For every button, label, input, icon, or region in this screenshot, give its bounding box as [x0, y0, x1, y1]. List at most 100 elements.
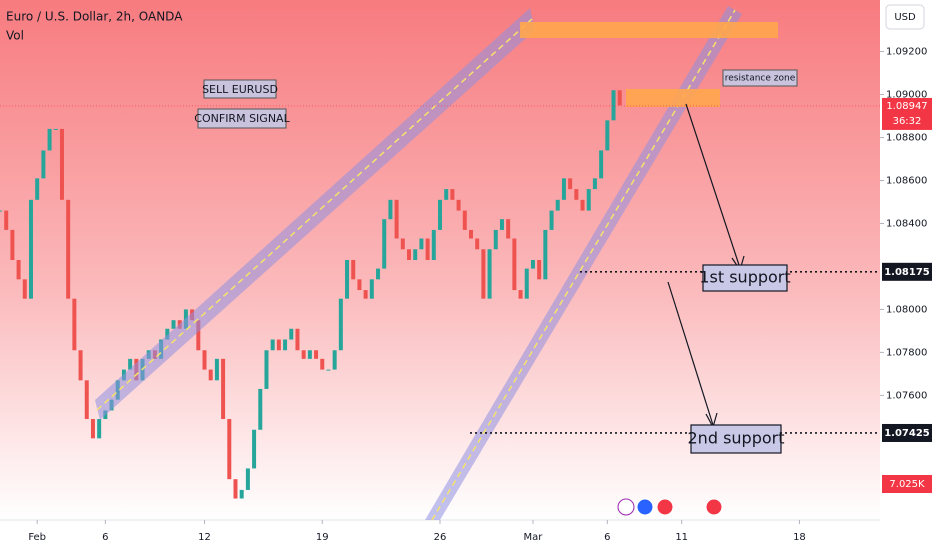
annotation-box: [722, 69, 798, 87]
candle: [307, 350, 312, 359]
candle: [512, 238, 517, 291]
candle: [431, 229, 436, 260]
channel-midline: [96, 18, 533, 411]
arrow: [685, 103, 741, 269]
candle: [227, 419, 232, 480]
support-label: 2nd support: [688, 429, 785, 448]
candle: [611, 90, 616, 121]
candle: [239, 489, 244, 499]
x-tick-label: 11: [675, 532, 688, 543]
x-tick-label: 19: [316, 532, 329, 543]
symbol-title: Euro / U.S. Dollar, 2h, OANDA: [6, 10, 183, 24]
candle: [363, 290, 368, 299]
candle: [592, 178, 597, 190]
support-label: 1st support: [699, 268, 790, 287]
candle: [605, 120, 610, 151]
channel: [425, 6, 742, 520]
annotation: CONFIRM SIGNAL: [194, 112, 290, 125]
candle: [128, 358, 133, 370]
candle: [0, 210, 2, 212]
candle: [462, 210, 467, 230]
event-icon[interactable]: [617, 498, 635, 516]
x-tick-label: 26: [434, 532, 447, 543]
x-tick-label: Feb: [28, 532, 46, 543]
candle: [214, 358, 219, 381]
candle: [456, 199, 461, 211]
candle: [493, 229, 498, 250]
candle: [28, 199, 33, 299]
candle: [245, 468, 250, 490]
candle: [345, 260, 350, 299]
candle: [438, 199, 442, 230]
candle: [202, 350, 207, 370]
candle: [351, 260, 356, 280]
annotation-box: [203, 79, 277, 99]
event-icon[interactable]: [636, 498, 654, 516]
candle: [332, 350, 337, 370]
candle: [506, 219, 511, 239]
candle: [543, 229, 548, 280]
candle: [72, 298, 77, 351]
candle: [276, 339, 281, 351]
candle: [369, 279, 374, 299]
y-tick-label: 1.09200: [886, 47, 927, 58]
candle: [59, 128, 64, 200]
candle: [487, 249, 492, 299]
x-tick-label: 6: [604, 532, 610, 543]
candle: [394, 199, 399, 239]
resistance-zone: [520, 22, 778, 38]
y-tick-label: 1.08000: [886, 304, 927, 315]
candle: [264, 350, 269, 389]
candle: [289, 328, 294, 340]
candle: [481, 249, 486, 299]
candle: [338, 298, 343, 351]
candle: [90, 419, 95, 439]
resistance-zone: [626, 89, 720, 107]
y-tick-label: 1.09000: [886, 90, 927, 101]
price-label-box: [882, 423, 932, 442]
candle: [16, 260, 21, 280]
support-box: [690, 424, 782, 454]
candle: [320, 358, 325, 370]
annotation: SELL EURUSD: [202, 83, 278, 96]
candle: [580, 199, 585, 211]
x-tick-label: 6: [102, 532, 108, 543]
candle: [382, 219, 387, 269]
candle: [4, 210, 9, 230]
candle: [53, 128, 58, 130]
candle: [599, 150, 604, 179]
candle: [376, 268, 381, 280]
candle: [283, 339, 288, 351]
price-label: 1.07425: [884, 428, 930, 439]
candle: [326, 369, 331, 371]
candle: [568, 178, 573, 190]
candle: [357, 279, 362, 291]
candle: [221, 358, 226, 420]
candle: [10, 229, 15, 260]
candle: [413, 249, 418, 260]
event-icon[interactable]: [656, 498, 674, 516]
y-tick-label: 1.08400: [886, 218, 927, 229]
candle: [574, 189, 579, 200]
candle: [22, 279, 27, 299]
candle: [97, 419, 102, 439]
event-icon[interactable]: [705, 498, 723, 516]
candle: [84, 380, 89, 420]
volume-box: [882, 475, 932, 493]
candle: [47, 128, 52, 151]
candle: [233, 479, 238, 499]
candle: [555, 199, 560, 211]
currency[interactable]: USD: [894, 12, 916, 23]
x-tick-label: 18: [793, 532, 806, 543]
candle: [208, 369, 213, 381]
candle: [165, 328, 170, 340]
currency-button[interactable]: [885, 4, 925, 30]
x-tick-label: Mar: [524, 532, 544, 543]
current-price-box: [882, 97, 932, 130]
countdown: 36:32: [893, 116, 922, 127]
candle: [617, 90, 622, 106]
candle: [530, 260, 535, 269]
x-tick-label: 12: [198, 532, 211, 543]
candle: [78, 350, 83, 381]
